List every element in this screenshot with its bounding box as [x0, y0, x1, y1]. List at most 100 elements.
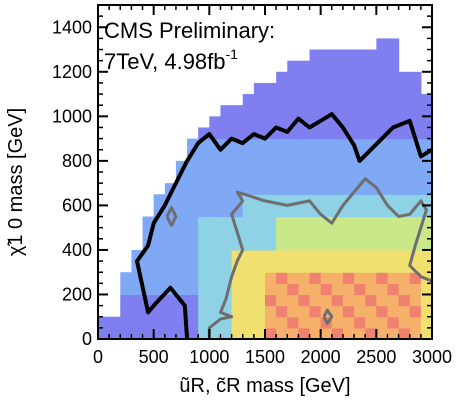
- heatmap-cell: [142, 261, 155, 273]
- heatmap-cell: [309, 294, 322, 307]
- heatmap-cell: [320, 160, 333, 173]
- heatmap-cell: [109, 316, 121, 329]
- heatmap-cell: [220, 116, 233, 129]
- heatmap-cell: [220, 183, 233, 195]
- heatmap-cell: [420, 194, 433, 206]
- heatmap-cell: [253, 138, 266, 151]
- heatmap-cell: [231, 172, 244, 184]
- heatmap-cell: [387, 194, 400, 206]
- heatmap-cell: [331, 149, 344, 162]
- heatmap-cell: [265, 316, 277, 329]
- heatmap-cell: [387, 227, 400, 240]
- heatmap-cell: [376, 272, 389, 284]
- heatmap-cell: [153, 272, 166, 284]
- heatmap-cell: [298, 160, 311, 173]
- heatmap-cell: [420, 149, 433, 162]
- heatmap-cell: [298, 294, 311, 307]
- heatmap-cell: [231, 272, 244, 284]
- heatmap-cell: [342, 138, 355, 151]
- heatmap-cell: [276, 160, 288, 173]
- heatmap-cell: [187, 294, 199, 307]
- heatmap-cell: [287, 305, 299, 318]
- heatmap-cell: [354, 216, 366, 229]
- heatmap-cell: [309, 216, 322, 229]
- heatmap-cell: [387, 294, 400, 307]
- heatmap-cell: [331, 305, 344, 318]
- heatmap-cell: [365, 160, 377, 173]
- heatmap-cell: [320, 294, 333, 307]
- heatmap-cell: [342, 316, 355, 329]
- heatmap-cell: [220, 205, 233, 218]
- heatmap-cell: [365, 283, 377, 296]
- heatmap-cell: [342, 49, 355, 62]
- heatmap-cell: [309, 261, 322, 273]
- heatmap-cell: [164, 183, 177, 195]
- heatmap-cell: [209, 327, 222, 340]
- heatmap-cell: [120, 272, 132, 284]
- heatmap-cell: [209, 294, 222, 307]
- heatmap-cell: [287, 283, 299, 296]
- heatmap-cell: [287, 261, 299, 273]
- heatmap-cell: [209, 183, 222, 195]
- heatmap-cell: [242, 272, 255, 284]
- heatmap-cell: [220, 249, 233, 262]
- heatmap-cell: [220, 160, 233, 173]
- heatmap-cell: [342, 272, 355, 284]
- heatmap-cell: [398, 227, 411, 240]
- heatmap-cell: [164, 238, 177, 251]
- heatmap-cell: [420, 138, 433, 151]
- heatmap-cell: [342, 227, 355, 240]
- y-tick-label: 800: [62, 151, 92, 171]
- heatmap-cell: [376, 183, 389, 195]
- heatmap-cell: [365, 194, 377, 206]
- heatmap-cell: [398, 82, 411, 95]
- heatmap-cell: [220, 272, 233, 284]
- y-tick-label: 200: [62, 284, 92, 304]
- heatmap-cell: [209, 305, 222, 318]
- heatmap-cell: [365, 127, 377, 140]
- heatmap-cell: [365, 261, 377, 273]
- heatmap-cell: [365, 94, 377, 106]
- heatmap-cell: [242, 194, 255, 206]
- heatmap-cell: [409, 283, 422, 296]
- heatmap-cell: [409, 105, 422, 117]
- heatmap-cell: [231, 127, 244, 140]
- heatmap-cell: [109, 327, 121, 340]
- heatmap-cell: [265, 305, 277, 318]
- heatmap-cell: [320, 238, 333, 251]
- heatmap-cell: [320, 149, 333, 162]
- heatmap-cell: [409, 160, 422, 173]
- heatmap-cell: [175, 327, 188, 340]
- heatmap-cell: [298, 272, 311, 284]
- heatmap-cell: [131, 327, 144, 340]
- heatmap-cell: [187, 316, 199, 329]
- heatmap-cell: [365, 138, 377, 151]
- heatmap-cell: [142, 327, 155, 340]
- heatmap-cell: [376, 216, 389, 229]
- heatmap-cell: [231, 160, 244, 173]
- heatmap-cell: [220, 105, 233, 117]
- heatmap-cell: [187, 172, 199, 184]
- heatmap-cell: [420, 105, 433, 117]
- heatmap-cell: [420, 116, 433, 129]
- heatmap-cell: [253, 94, 266, 106]
- heatmap-cell: [387, 138, 400, 151]
- heatmap-cell: [331, 294, 344, 307]
- heatmap-cell: [354, 149, 366, 162]
- heatmap-cell: [342, 82, 355, 95]
- x-tick-label: 0: [93, 347, 103, 367]
- heatmap-cell: [420, 249, 433, 262]
- heatmap-cell: [298, 138, 311, 151]
- heatmap-cell: [265, 116, 277, 129]
- heatmap-cell: [142, 294, 155, 307]
- heatmap-cell: [342, 94, 355, 106]
- heatmap-cell: [409, 305, 422, 318]
- heatmap-cell: [187, 183, 199, 195]
- heatmap-cell: [420, 94, 433, 106]
- heatmap-cell: [298, 149, 311, 162]
- heatmap-cell: [354, 183, 366, 195]
- heatmap-cell: [242, 238, 255, 251]
- heatmap-cell: [398, 94, 411, 106]
- heatmap-cell: [131, 249, 144, 262]
- heatmap-cell: [153, 216, 166, 229]
